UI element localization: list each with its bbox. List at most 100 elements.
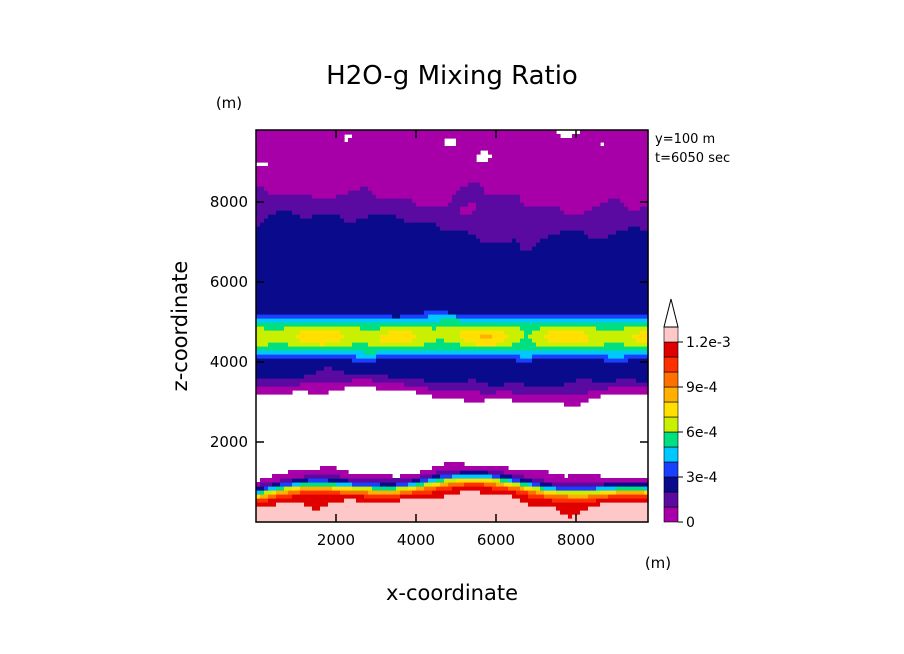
field-cell — [304, 310, 309, 315]
field-cell — [524, 478, 529, 483]
field-cell — [352, 366, 357, 371]
field-cell — [280, 474, 285, 479]
field-cell — [424, 270, 429, 275]
field-cell — [468, 478, 473, 483]
field-cell — [536, 306, 541, 311]
field-cell — [328, 490, 333, 495]
field-cell — [300, 354, 305, 359]
field-cell — [364, 346, 369, 351]
field-cell — [444, 354, 449, 359]
field-cell — [476, 494, 481, 499]
field-cell — [256, 242, 261, 247]
field-cell — [360, 346, 365, 351]
field-cell — [632, 490, 637, 495]
field-cell — [452, 514, 457, 519]
field-cell — [400, 378, 405, 383]
field-cell — [556, 502, 561, 507]
field-cell — [288, 490, 293, 495]
field-cell — [420, 294, 425, 299]
field-cell — [452, 482, 457, 487]
field-cell — [388, 362, 393, 367]
field-cell — [356, 478, 361, 483]
field-cell — [548, 286, 553, 291]
field-cell — [556, 498, 561, 503]
field-cell — [420, 478, 425, 483]
field-cell — [300, 310, 305, 315]
field-cell — [340, 366, 345, 371]
field-cell — [612, 486, 617, 491]
field-cell — [440, 346, 445, 351]
field-cell — [288, 478, 293, 483]
field-cell — [532, 270, 537, 275]
field-cell — [624, 366, 629, 371]
field-cell — [604, 354, 609, 359]
field-cell — [608, 506, 613, 511]
field-cell — [444, 278, 449, 283]
field-cell — [400, 298, 405, 303]
field-cell — [640, 330, 645, 335]
field-cell — [380, 346, 385, 351]
field-cell — [496, 274, 501, 279]
field-cell — [380, 258, 385, 263]
field-cell — [400, 330, 405, 335]
field-cell — [448, 390, 453, 395]
field-cell — [384, 246, 389, 251]
field-cell — [588, 294, 593, 299]
field-cell — [528, 286, 533, 291]
field-cell — [468, 306, 473, 311]
field-cell — [476, 274, 481, 279]
field-cell — [268, 366, 273, 371]
field-cell — [452, 362, 457, 367]
field-cell — [632, 334, 637, 339]
field-cell — [604, 270, 609, 275]
field-cell — [292, 514, 297, 519]
field-cell — [488, 278, 493, 283]
field-cell — [328, 302, 333, 307]
field-cell — [532, 326, 537, 331]
field-cell — [496, 294, 501, 299]
field-cell — [408, 274, 413, 279]
field-cell — [560, 474, 565, 479]
field-cell — [504, 370, 509, 375]
field-cell — [284, 330, 289, 335]
field-cell — [404, 518, 409, 523]
field-cell — [284, 306, 289, 311]
field-cell — [612, 482, 617, 487]
field-cell — [544, 274, 549, 279]
field-cell — [300, 370, 305, 375]
field-cell — [456, 498, 461, 503]
field-cell — [320, 490, 325, 495]
field-cell — [300, 362, 305, 367]
field-cell — [268, 370, 273, 375]
field-cell — [304, 318, 309, 323]
field-cell — [520, 290, 525, 295]
field-cell — [520, 266, 525, 271]
field-cell — [364, 258, 369, 263]
field-cell — [552, 278, 557, 283]
field-cell — [368, 370, 373, 375]
field-cell — [472, 498, 477, 503]
field-cell — [388, 254, 393, 259]
field-cell — [520, 294, 525, 299]
field-cell — [596, 486, 601, 491]
field-cell — [472, 286, 477, 291]
field-cell — [304, 254, 309, 259]
field-cell — [432, 346, 437, 351]
field-cell — [492, 282, 497, 287]
field-cell — [520, 310, 525, 315]
field-cell — [624, 298, 629, 303]
field-cell — [300, 502, 305, 507]
field-cell — [384, 306, 389, 311]
field-cell — [580, 322, 585, 327]
field-cell — [444, 394, 449, 399]
field-cell — [512, 478, 517, 483]
field-cell — [588, 510, 593, 515]
field-cell — [264, 314, 269, 319]
field-cell — [532, 474, 537, 479]
field-cell — [284, 370, 289, 375]
field-cell — [612, 262, 617, 267]
field-cell — [564, 510, 569, 515]
field-cell — [412, 314, 417, 319]
field-cell — [644, 390, 649, 395]
field-cell — [636, 326, 641, 331]
